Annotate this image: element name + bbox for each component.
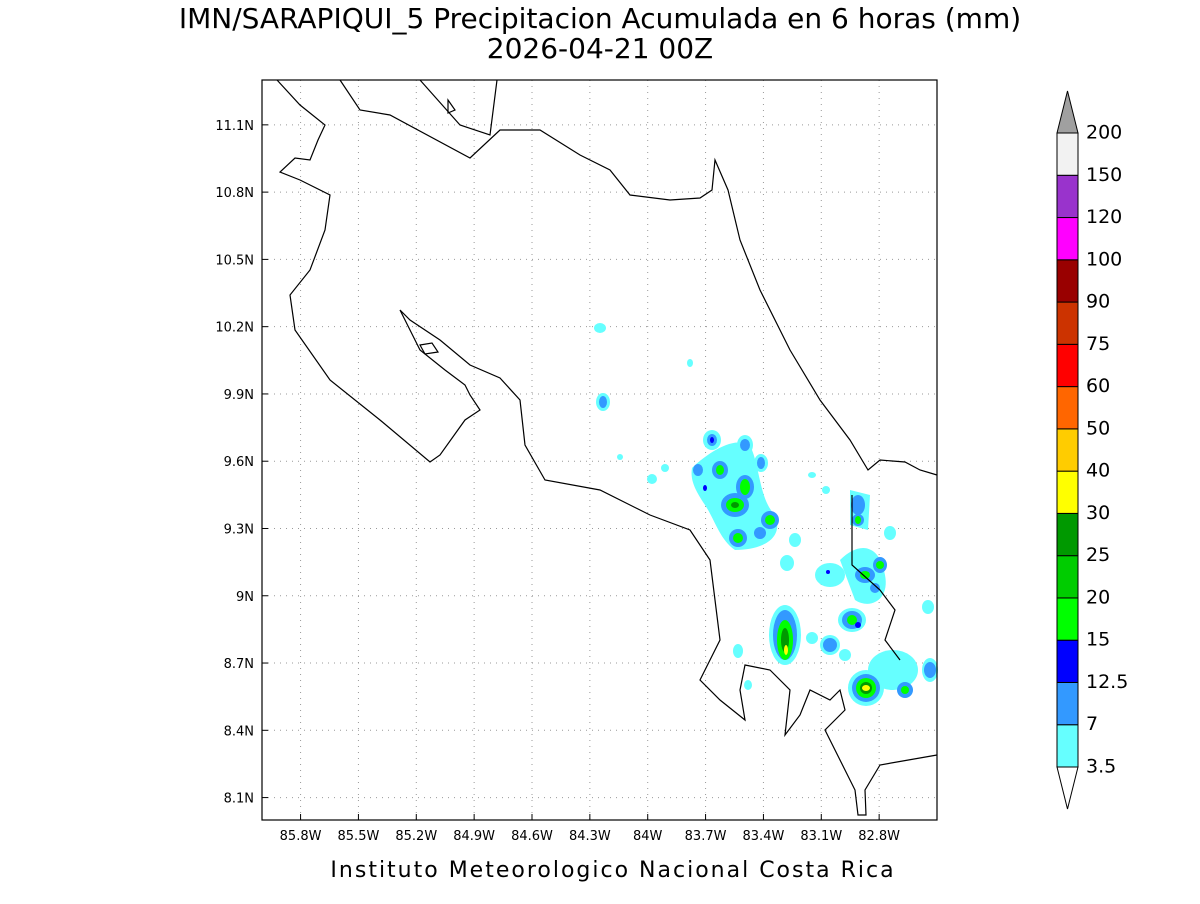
colorbar-label: 120 [1086,206,1122,228]
title: IMN/SARAPIQUI_5 Precipitacion Acumulada … [179,2,1021,35]
colorbar-box [1056,174,1079,219]
colorbar-label: 75 [1086,333,1110,355]
y-tick-label: 8.4N [224,724,254,739]
colorbar-label: 12.5 [1086,671,1128,693]
colorbar-label: 30 [1086,502,1110,524]
coastline [276,79,938,816]
colorbar-label: 3.5 [1086,756,1116,778]
colorbar-label: 25 [1086,544,1110,566]
x-tick-label: 85.5W [338,829,380,844]
colorbar-box [1056,597,1079,641]
colorbar-box [1056,470,1079,514]
y-tick-label: 10.5N [215,253,254,268]
y-tick-label: 10.2N [215,321,254,336]
colorbar-label: 60 [1086,375,1110,397]
colorbar-box [1056,217,1079,261]
colorbar-box [1056,555,1079,599]
map-frame [261,79,938,821]
y-tick-label: 9N [236,590,254,605]
y-tick-label: 9.6N [224,455,254,470]
colorbar-label: 200 [1086,122,1122,144]
colorbar-box [1056,512,1079,557]
colorbar-box [1056,386,1079,430]
colorbar-label: 90 [1086,291,1110,313]
x-tick-label: 83.4W [743,829,785,844]
colorbar-box [1056,132,1079,176]
colorbar-box [1056,681,1079,726]
x-tick-label: 83.1W [800,829,842,844]
colorbar-label: 15 [1086,629,1110,651]
colorbar-box [1056,301,1079,345]
axis-labels: 85.8W 85.5W 85.2W 84.9W 84.6W 84.3W 84W 83.7W 83… [215,119,900,844]
colorbar-box [1056,428,1079,472]
x-tick-label: 83.7W [685,829,727,844]
colorbar: 3.5 7 12.5 15 20 25 30 40 50 60 75 90 100 120 150 200 [1056,90,1128,810]
colorbar-label: 50 [1086,417,1110,439]
x-tick-label: 84.3W [569,829,611,844]
x-tick-label: 82.8W [858,829,900,844]
colorbar-label: 7 [1086,713,1098,735]
grid [262,80,937,820]
y-tick-label: 9.3N [224,522,254,537]
colorbar-over [1056,90,1079,134]
precipitation [594,323,938,706]
subtitle: 2026-04-21 00Z [487,32,713,65]
colorbar-label: 100 [1086,248,1122,270]
colorbar-box [1056,343,1079,388]
x-tick-label: 84W [633,829,663,844]
colorbar-box [1056,639,1079,683]
y-tick-label: 8.7N [224,657,254,672]
colorbar-under [1056,766,1079,810]
x-tick-label: 84.9W [453,829,495,844]
x-tick-label: 84.6W [511,829,553,844]
x-tick-label: 85.8W [280,829,322,844]
y-tick-label: 11.1N [215,119,254,134]
y-tick-label: 8.1N [224,792,254,807]
colorbar-label: 150 [1086,164,1122,186]
footer: Instituto Meteorologico Nacional Costa R… [330,858,895,883]
colorbar-label: 40 [1086,460,1110,482]
y-tick-label: 9.9N [224,388,254,403]
y-tick-label: 10.8N [215,186,254,201]
x-tick-label: 85.2W [395,829,437,844]
colorbar-label: 20 [1086,586,1110,608]
colorbar-box [1056,724,1079,768]
colorbar-box [1056,259,1079,303]
